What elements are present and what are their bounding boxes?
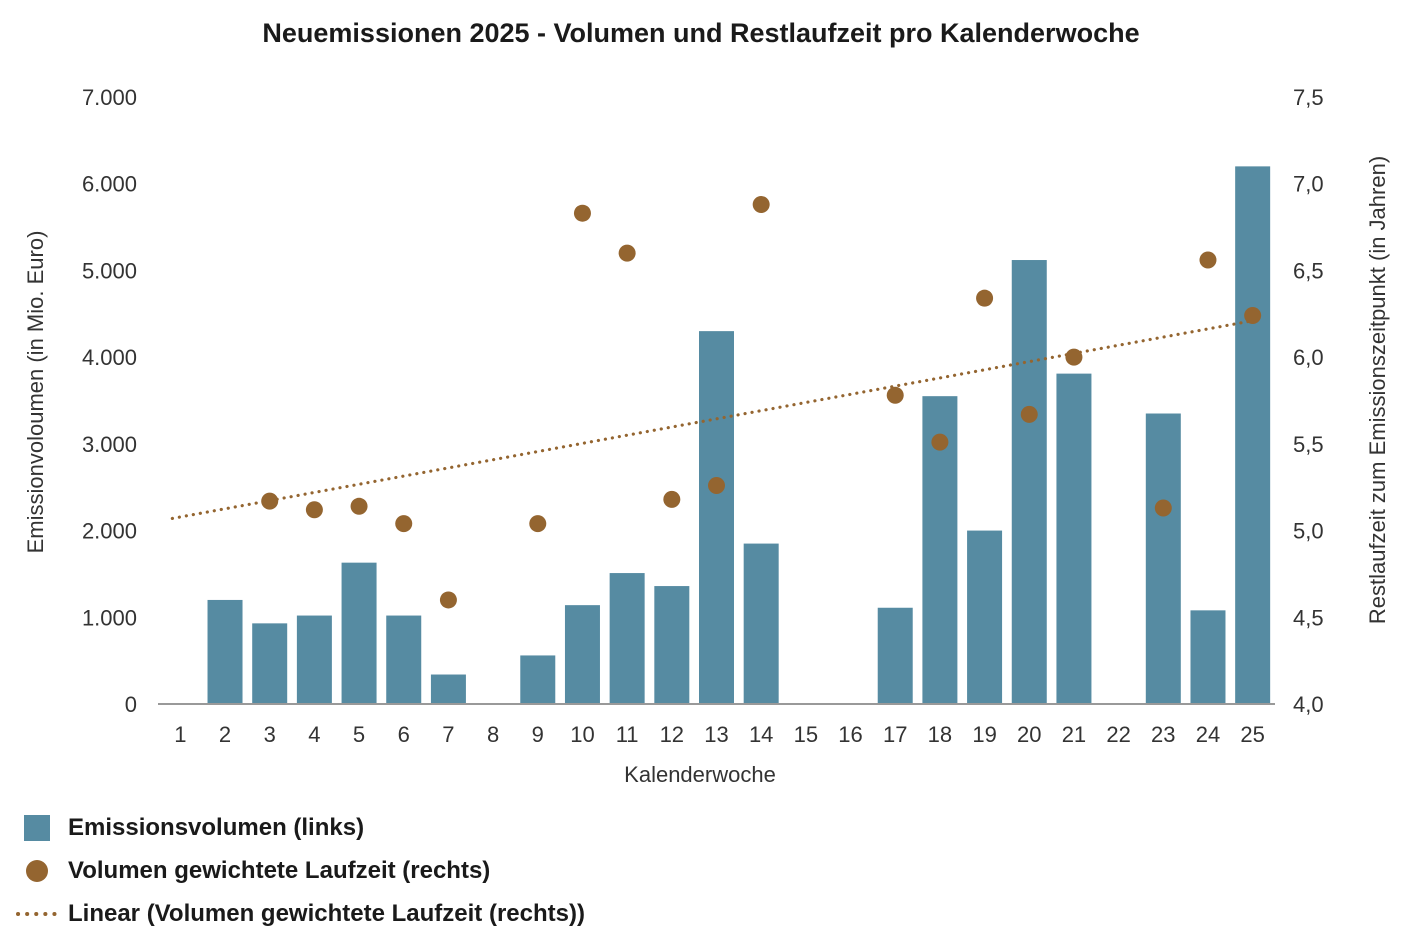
bar — [1056, 373, 1092, 704]
x-tick-label: 13 — [704, 722, 728, 747]
bar — [609, 573, 645, 704]
right-tick-label: 4,5 — [1293, 605, 1324, 630]
bar — [1011, 260, 1047, 704]
x-tick-label: 17 — [883, 722, 907, 747]
x-axis-label: Kalenderwoche — [624, 762, 776, 787]
scatter-point — [663, 490, 681, 508]
bar — [699, 331, 734, 704]
scatter-point — [752, 196, 770, 214]
x-tick-label: 11 — [616, 722, 639, 747]
bar — [386, 615, 422, 704]
x-tick-label: 7 — [442, 722, 454, 747]
x-tick-label: 15 — [794, 722, 818, 747]
legend-label: Emissionsvolumen (links) — [68, 814, 365, 841]
scatter-point — [1065, 348, 1083, 366]
bar — [564, 605, 600, 704]
bar — [654, 586, 690, 704]
right-axis-label: Restlaufzeit zum Emissionszeitpunkt (in … — [1365, 156, 1390, 624]
scatter-point — [1154, 499, 1172, 517]
x-tick-label: 20 — [1017, 722, 1041, 747]
right-axis-ticks: 4,0 4,5 5,0 5,5 6,0 6,5 7,0 7,5 — [1293, 85, 1324, 717]
x-tick-label: 1 — [174, 722, 186, 747]
scatter-point — [1244, 307, 1262, 325]
right-tick-label: 5,0 — [1293, 519, 1324, 544]
x-tick-label: 3 — [264, 722, 276, 747]
bar — [296, 615, 332, 704]
x-tick-label: 19 — [972, 722, 996, 747]
right-tick-label: 7,5 — [1293, 85, 1324, 110]
x-tick-label: 2 — [219, 722, 231, 747]
legend-item-duration: Volumen gewichtete Laufzeit (rechts) — [16, 851, 585, 891]
left-tick-label: 4.000 — [82, 345, 137, 370]
bar — [520, 655, 556, 704]
x-tick-label: 12 — [660, 722, 684, 747]
scatter-point — [305, 501, 323, 519]
left-tick-label: 6.000 — [82, 172, 137, 197]
right-tick-label: 7,0 — [1293, 172, 1324, 197]
left-axis-label: Emissionvoloumen (in Mio. Euro) — [23, 231, 48, 554]
scatter-point — [976, 289, 994, 307]
x-tick-label: 21 — [1062, 722, 1086, 747]
x-tick-label: 22 — [1106, 722, 1130, 747]
left-tick-label: 7.000 — [82, 85, 137, 110]
x-tick-label: 9 — [532, 722, 544, 747]
legend-label: Linear (Volumen gewichtete Laufzeit (rec… — [68, 900, 585, 927]
x-tick-label: 4 — [308, 722, 320, 747]
scatter-point — [886, 386, 904, 404]
x-tick-label: 24 — [1196, 722, 1220, 747]
x-tick-label: 5 — [353, 722, 365, 747]
bar — [1190, 610, 1226, 704]
legend-dotted-line-swatch — [16, 912, 64, 916]
scatter-point — [529, 515, 547, 533]
x-tick-label: 6 — [398, 722, 410, 747]
left-axis-ticks: 0 1.000 2.000 3.000 4.000 5.000 6.000 7.000 — [82, 85, 137, 717]
x-axis-ticks: 1 2 3 4 5 6 7 8 9 10 11 12 13 14 15 16 17 18 19 20 21 22 23 24 2… — [174, 722, 1265, 747]
legend-label: Volumen gewichtete Laufzeit (rechts) — [68, 857, 491, 884]
x-tick-label: 10 — [570, 722, 594, 747]
scatter-point — [573, 204, 591, 222]
legend-item-trendline: Linear (Volumen gewichtete Laufzeit (rec… — [16, 894, 585, 934]
legend: Emissionsvolumen (links) Volumen gewicht… — [16, 808, 585, 937]
scatter-point — [708, 476, 725, 494]
x-tick-label: 25 — [1240, 722, 1264, 747]
left-tick-label: 5.000 — [82, 258, 137, 283]
left-tick-label: 2.000 — [82, 519, 137, 544]
legend-bar-swatch — [24, 815, 50, 841]
bar — [1235, 166, 1271, 704]
x-tick-label: 23 — [1151, 722, 1175, 747]
scatter-point — [261, 492, 279, 510]
x-tick-label: 18 — [928, 722, 952, 747]
x-tick-label: 16 — [838, 722, 862, 747]
bar — [252, 623, 288, 704]
scatter-point — [350, 497, 368, 515]
bar — [430, 674, 466, 704]
right-tick-label: 6,0 — [1293, 345, 1324, 370]
bar-series — [207, 166, 1271, 704]
bar — [743, 543, 779, 704]
scatter-point — [618, 244, 636, 262]
bar — [207, 599, 243, 704]
bar — [1145, 413, 1181, 704]
bar — [341, 562, 377, 704]
scatter-point — [1199, 251, 1217, 269]
scatter-point — [395, 515, 413, 533]
left-tick-label: 0 — [125, 692, 137, 717]
right-tick-label: 4,0 — [1293, 692, 1324, 717]
chart-title: Neuemissionen 2025 - Volumen und Restlau… — [262, 18, 1139, 48]
scatter-point — [439, 591, 457, 609]
bar — [967, 530, 1003, 704]
legend-dot-swatch — [26, 860, 48, 882]
x-tick-label: 8 — [487, 722, 499, 747]
bar — [877, 607, 913, 704]
scatter-series — [261, 196, 1262, 609]
left-tick-label: 3.000 — [82, 432, 137, 457]
right-tick-label: 6,5 — [1293, 258, 1324, 283]
legend-item-volume: Emissionsvolumen (links) — [16, 808, 585, 848]
x-tick-label: 14 — [749, 722, 773, 747]
scatter-point — [931, 433, 949, 451]
scatter-point — [1020, 405, 1038, 423]
left-tick-label: 1.000 — [82, 605, 137, 630]
right-tick-label: 5,5 — [1293, 432, 1324, 457]
